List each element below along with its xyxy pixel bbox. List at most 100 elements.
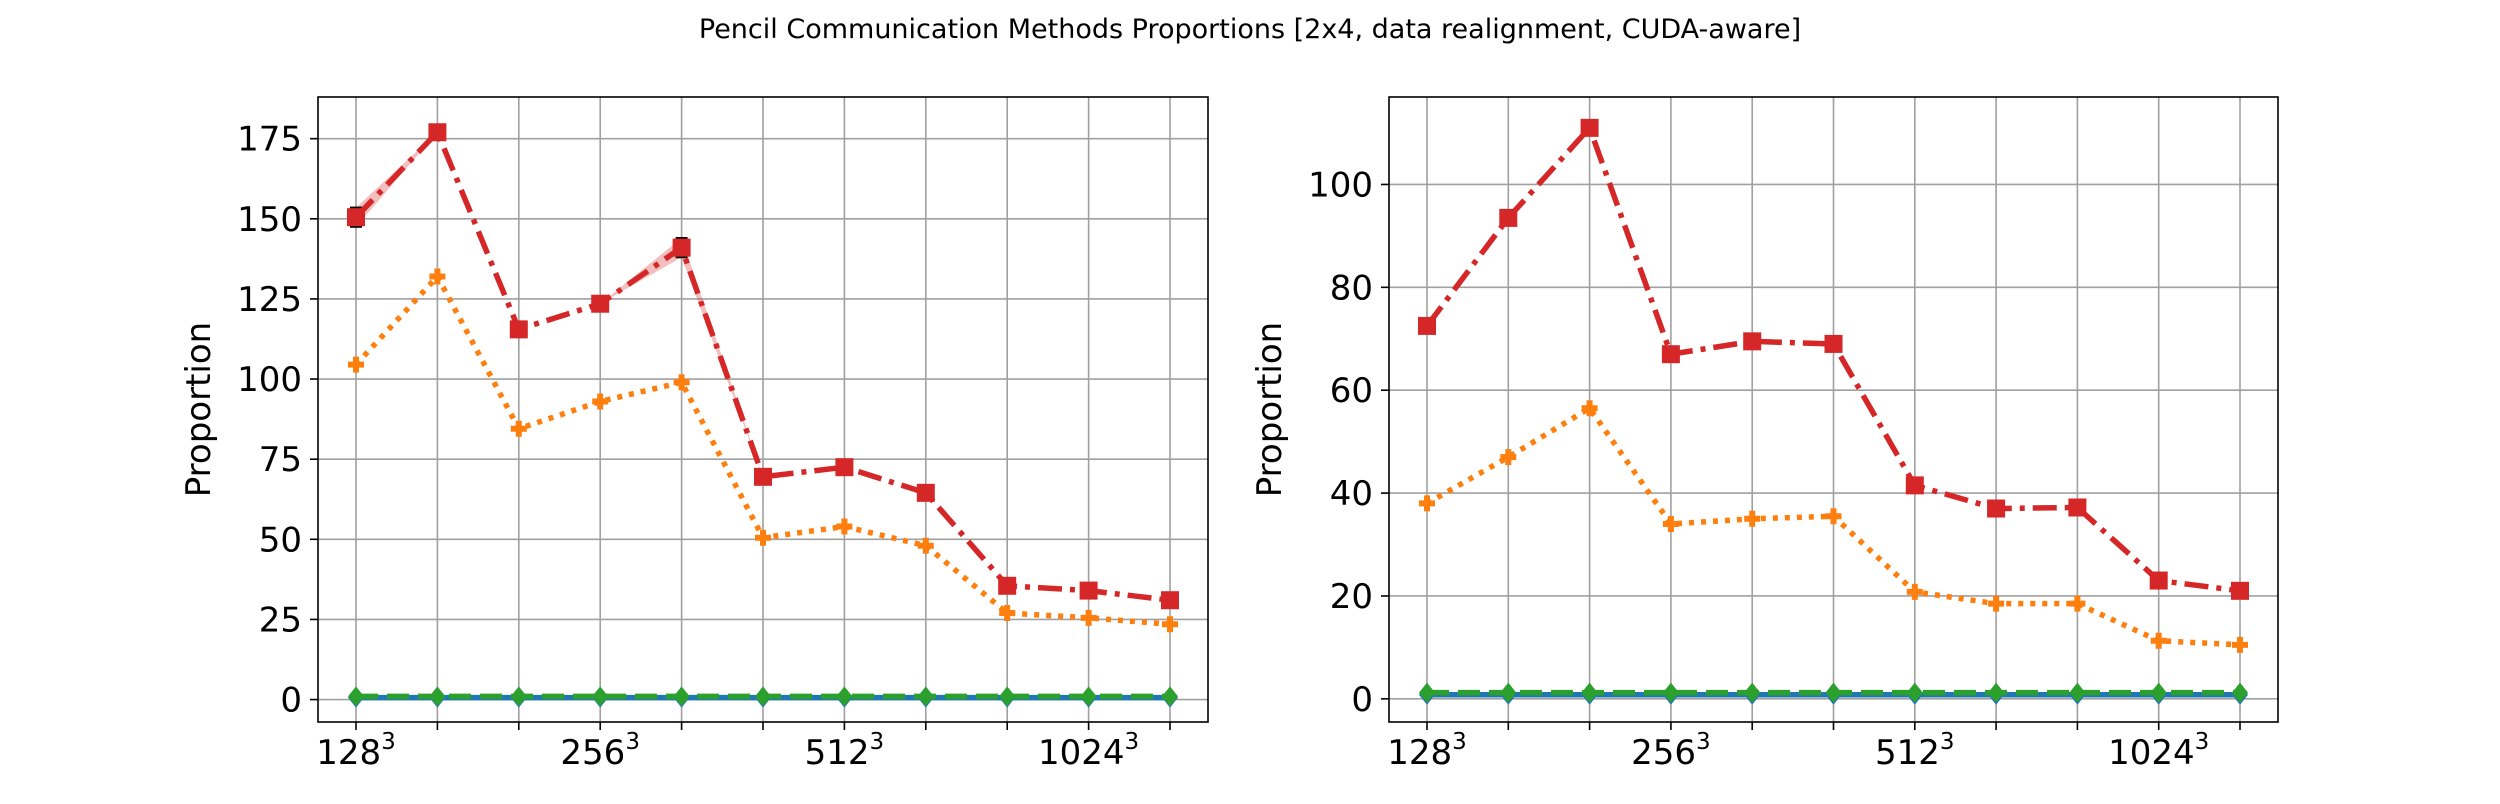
y-tick-label: 50 (259, 520, 302, 560)
y-tick-label: 25 (259, 600, 302, 640)
data-point-marker (1825, 508, 1842, 525)
data-point-marker (428, 123, 447, 142)
data-point-marker (1905, 476, 1924, 495)
figure-title: Pencil Communication Methods Proportions… (699, 14, 1801, 45)
y-tick-label: 150 (237, 200, 302, 240)
data-point-marker (1906, 682, 1923, 703)
x-tick-label: 5123 (1875, 729, 1955, 773)
data-point-marker (1744, 510, 1761, 527)
data-point-marker (1419, 495, 1435, 512)
y-tick-label: 100 (1308, 165, 1373, 205)
y-tick-label: 100 (237, 360, 302, 400)
data-point-marker (1079, 581, 1098, 600)
series-group (347, 123, 1179, 610)
series-group (1418, 118, 2249, 600)
y-tick-label: 60 (1330, 371, 1373, 411)
data-point-marker (1824, 334, 1843, 353)
y-tick-label: 75 (259, 440, 302, 480)
data-point-marker (1581, 400, 1598, 417)
data-point-marker (1987, 499, 2006, 518)
data-point-marker (2069, 682, 2086, 703)
data-point-marker (2068, 498, 2087, 517)
data-point-marker (1418, 316, 1436, 335)
data-point-marker (592, 393, 609, 410)
series-line (354, 129, 1171, 603)
left-chart-panel: 1283 2563 5123 10243 0 25 50 75 100 125 150 175 Prop… (179, 96, 1209, 773)
data-point-marker (348, 356, 364, 373)
y-tick-label: 20 (1330, 577, 1373, 617)
data-point-marker (1988, 682, 2005, 703)
data-point-marker (2231, 581, 2249, 600)
data-point-marker (347, 208, 365, 227)
series-line (1424, 125, 2241, 594)
data-point-marker (1500, 682, 1517, 703)
right-chart-panel: 1283 2563 5123 10243 0 20 40 60 80 100 Proportion (1250, 96, 2279, 773)
data-point-marker (1161, 591, 1179, 610)
data-point-marker (1080, 686, 1097, 707)
data-point-marker (510, 686, 527, 707)
data-point-marker (1662, 515, 1679, 532)
x-tick-label: 10243 (1038, 729, 1139, 773)
data-point-marker (1080, 609, 1097, 626)
data-point-marker (1162, 616, 1178, 633)
data-point-marker (672, 238, 691, 257)
data-point-marker (999, 686, 1016, 707)
data-point-marker (673, 686, 690, 707)
data-point-marker (917, 537, 934, 554)
y-axis-label: Proportion (1250, 322, 1290, 497)
data-point-marker (348, 686, 364, 707)
x-tick-label: 2563 (1631, 729, 1711, 773)
x-tick-label: 2563 (560, 729, 640, 773)
data-point-marker (1906, 583, 1923, 600)
data-point-marker (1662, 682, 1679, 703)
data-point-marker (429, 268, 446, 285)
data-point-marker (1825, 682, 1842, 703)
y-axis-label: Proportion (179, 322, 219, 497)
data-point-marker (1661, 345, 1680, 364)
data-point-marker (429, 686, 446, 707)
data-point-marker (1744, 682, 1761, 703)
data-point-marker (1581, 682, 1598, 703)
data-point-marker (755, 529, 771, 546)
series-group (348, 686, 1178, 707)
data-point-marker (509, 320, 528, 339)
y-tick-label: 0 (1351, 680, 1373, 720)
data-point-marker (2232, 682, 2248, 703)
data-point-marker (2232, 636, 2248, 653)
data-point-marker (836, 686, 853, 707)
data-point-marker (1500, 449, 1517, 466)
data-point-marker (835, 458, 854, 477)
data-point-marker (673, 374, 690, 391)
data-point-marker (2069, 595, 2086, 612)
data-point-marker (916, 483, 935, 502)
data-point-marker (998, 576, 1017, 595)
x-tick-label: 1283 (1387, 729, 1467, 773)
y-tick-label: 80 (1330, 268, 1373, 308)
x-tick-label: 1283 (316, 729, 396, 773)
data-point-marker (1499, 208, 1518, 227)
data-point-marker (2150, 632, 2167, 649)
data-point-marker (1988, 595, 2005, 612)
data-point-marker (999, 605, 1016, 622)
data-point-marker (754, 467, 772, 486)
series-group (1419, 682, 2248, 703)
data-point-marker (2149, 571, 2168, 590)
x-tick-label: 5123 (805, 729, 885, 773)
data-point-marker (755, 686, 771, 707)
data-point-marker (510, 420, 527, 437)
series-group (348, 268, 1178, 633)
data-point-marker (917, 686, 934, 707)
data-point-marker (592, 686, 609, 707)
y-tick-label: 40 (1330, 474, 1373, 514)
data-point-marker (1162, 686, 1178, 707)
data-point-marker (836, 518, 853, 535)
data-point-marker (2150, 682, 2167, 703)
data-point-marker (1580, 118, 1599, 137)
data-point-marker (591, 294, 610, 313)
y-tick-label: 0 (280, 681, 302, 721)
y-tick-label: 125 (237, 280, 302, 320)
x-tick-label: 10243 (2108, 729, 2209, 773)
data-point-marker (1743, 332, 1762, 351)
